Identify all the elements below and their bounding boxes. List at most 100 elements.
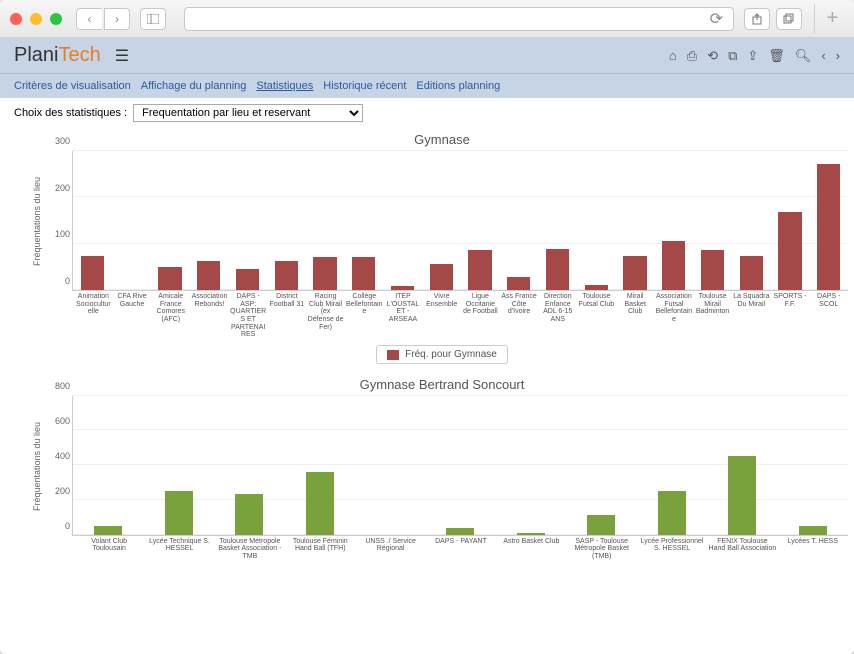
tabs-button[interactable] [776,8,802,30]
bar [468,250,491,290]
x-label: District Football 31 [268,291,307,339]
bar [623,256,646,290]
bar-slot [654,241,693,290]
bar-slot [143,491,213,535]
bar-slot [461,250,500,290]
x-label: FENIX Toulouse Hand Ball Association [707,536,777,561]
home-icon[interactable]: ⌂ [669,48,677,64]
nav-link[interactable]: Historique récent [323,80,406,92]
bar-slot [214,494,284,534]
bar-slot [809,164,848,290]
back-button[interactable]: ‹ [76,8,102,30]
x-label: DAPS - ASP: QUARTIERS ET PARTENAIRES [229,291,268,339]
x-label: Racing Club Mirail (ex Défense de Fer) [306,291,345,339]
chrome-right-buttons: + [744,4,844,34]
nav-link[interactable]: Affichage du planning [141,80,247,92]
print-icon[interactable]: ⎙ [687,48,697,64]
app-area: PlaniTech ☰ ⌂ ⎙ ⟲ ⧉ ⇪ 🗑 🔍︎ ‹ › Critères … [0,38,854,654]
bar [778,212,801,290]
x-label: Animation Socioculturelle [74,291,113,339]
x-label: Volant Club Toulousain [74,536,144,561]
chart-gymnase: GymnaseFréquentations du lieu0100200300A… [30,132,854,365]
bar [352,257,375,290]
minimize-window-button[interactable] [30,13,42,25]
y-tick: 600 [55,416,70,426]
x-label: Lycée Technique S. HESSEL [144,536,214,561]
x-label: Toulouse Mirail Badminton [693,291,732,339]
bar [235,494,263,534]
search-icon[interactable]: 🔍︎ [795,48,812,64]
delete-icon[interactable]: 🗑 [768,48,785,64]
export-icon[interactable]: ⇪ [747,48,758,64]
bar [391,286,414,290]
bar-slot [73,256,112,290]
bar [728,456,756,535]
y-axis-label: Fréquentations du lieu [30,151,44,291]
bar-slot [771,212,810,290]
chart-title: Gymnase [30,132,854,147]
url-bar[interactable]: ⟳ [184,7,734,31]
y-tick: 200 [55,183,70,193]
forward-button[interactable]: › [104,8,130,30]
x-label: Collège Bellefontaine [345,291,384,339]
refresh-icon[interactable]: ⟲ [707,48,718,64]
bar-slot [425,528,495,535]
next-icon[interactable]: › [836,48,840,64]
bar [306,472,334,535]
bar [701,250,724,290]
bar [165,491,193,535]
bar [275,261,298,290]
sidebar-toggle-button[interactable] [140,8,166,30]
x-label: ITEP L'OUSTALET - ARSEAA [384,291,423,339]
x-label: SASP - Toulouse Métropole Basket (TMB) [567,536,637,561]
logo-text-tech: Tech [58,44,100,66]
x-label: Association Rebonds! [190,291,229,339]
bar-slot [778,526,848,535]
bar-slot [73,526,143,535]
stats-selector-label: Choix des statistiques : [14,107,127,119]
share-button[interactable] [744,8,770,30]
bar [817,164,840,290]
close-window-button[interactable] [10,13,22,25]
x-label: Astro Basket Club [496,536,566,561]
copy-icon[interactable]: ⧉ [728,48,737,64]
bar [546,249,569,290]
bar-slot [707,456,777,535]
bar-slot [422,264,461,290]
prev-icon[interactable]: ‹ [821,48,825,64]
y-tick: 200 [55,486,70,496]
reload-icon[interactable]: ⟳ [710,9,723,29]
bar [658,491,686,535]
bar-slot [538,249,577,290]
bar-slot [383,286,422,290]
x-label: Mirail Basket Club [616,291,655,339]
x-label: Amicale France Comores (AFC) [151,291,190,339]
chart-title: Gymnase Bertrand Soncourt [30,377,854,392]
bar-slot [616,256,655,290]
browser-window: ‹ › ⟳ + PlaniTech ☰ ⌂ ⎙ [0,0,854,654]
nav-link[interactable]: Statistiques [256,80,313,92]
nav-link[interactable]: Critères de visualisation [14,80,131,92]
x-label: DAPS - PAYANT [426,536,496,561]
sidebar-icon [147,14,159,24]
x-label: CFA Rive Gauche [113,291,152,339]
y-tick: 0 [65,521,70,531]
y-tick: 0 [65,276,70,286]
y-tick: 300 [55,136,70,146]
x-label: Toulouse Féminin Hand Ball (TFH) [285,536,355,561]
app-header: PlaniTech ☰ ⌂ ⎙ ⟲ ⧉ ⇪ 🗑 🔍︎ ‹ › [0,38,854,74]
bar [197,261,220,290]
stats-select[interactable]: Frequentation par lieu et reservant [133,104,363,122]
menu-button[interactable]: ☰ [115,46,129,66]
new-tab-button[interactable]: + [814,4,844,34]
x-label: Ass France Côte d'Ivoire [500,291,539,339]
y-axis-label: Fréquentations du lieu [30,396,44,536]
legend-label: Fréq. pour Gymnase [405,349,497,360]
charts-area: GymnaseFréquentations du lieu0100200300A… [0,128,854,654]
bar-slot [499,277,538,290]
stats-selector-row: Choix des statistiques : Frequentation p… [0,98,854,128]
x-label: Vivre Ensemble [422,291,461,339]
tabs-icon [783,13,795,25]
nav-link[interactable]: Editions planning [416,80,500,92]
maximize-window-button[interactable] [50,13,62,25]
